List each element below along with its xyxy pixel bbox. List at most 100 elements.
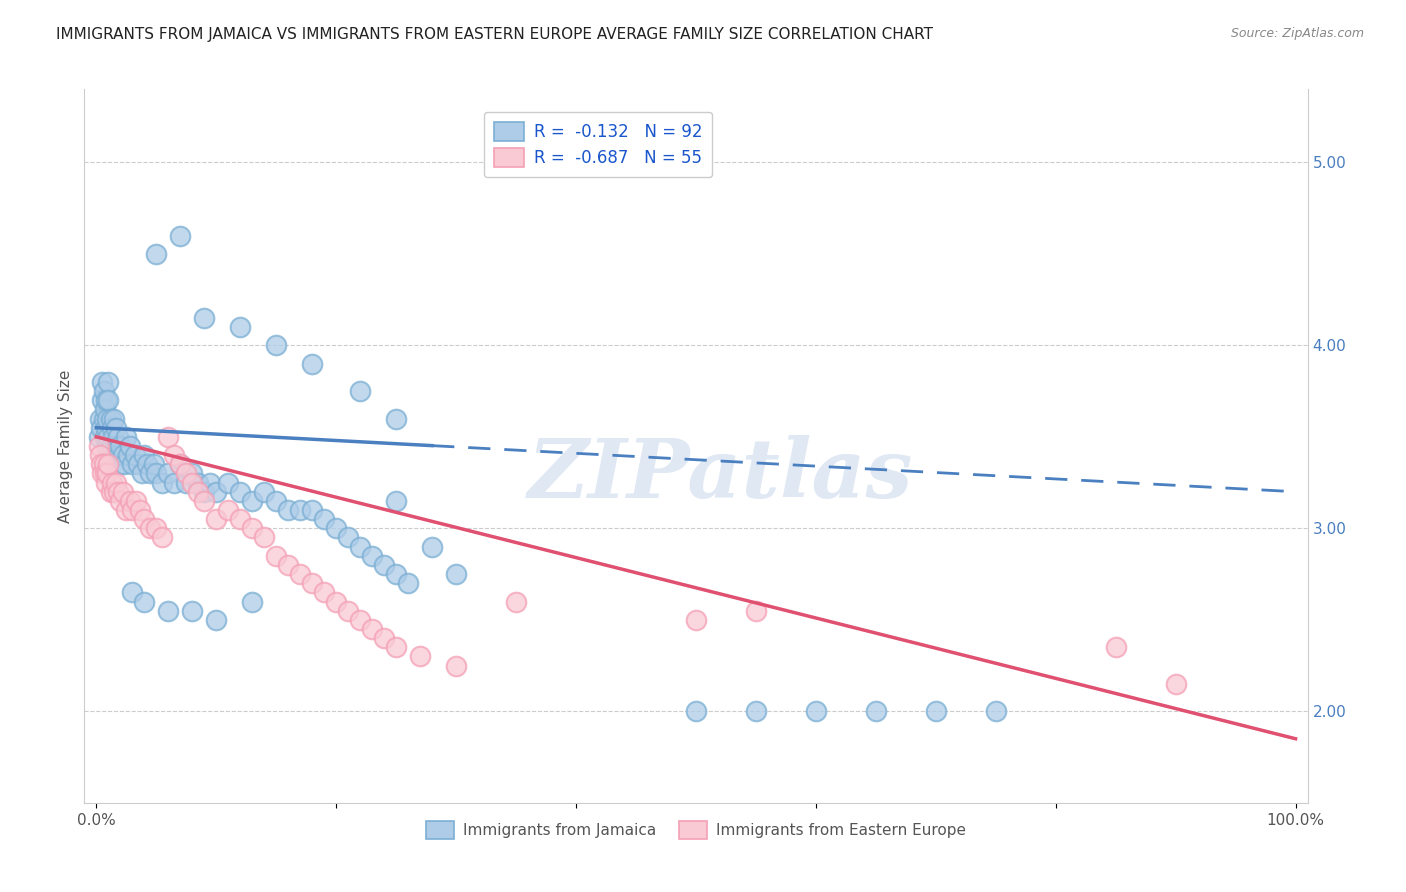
Point xyxy=(121,585,143,599)
Point xyxy=(110,494,132,508)
Point xyxy=(1105,640,1128,655)
Point xyxy=(865,704,887,718)
Point xyxy=(139,467,162,481)
Point xyxy=(264,494,287,508)
Point xyxy=(396,576,419,591)
Point xyxy=(157,467,180,481)
Point xyxy=(139,521,162,535)
Point xyxy=(131,467,153,481)
Point xyxy=(107,484,129,499)
Point xyxy=(169,228,191,243)
Point xyxy=(385,567,408,582)
Point xyxy=(174,475,197,490)
Point xyxy=(93,467,117,481)
Point xyxy=(193,484,215,499)
Point xyxy=(229,320,252,334)
Point xyxy=(804,704,827,718)
Point xyxy=(91,467,114,481)
Point xyxy=(100,484,122,499)
Point xyxy=(157,604,180,618)
Point xyxy=(87,439,110,453)
Text: Source: ZipAtlas.com: Source: ZipAtlas.com xyxy=(1230,27,1364,40)
Point xyxy=(385,640,408,655)
Point xyxy=(110,439,132,453)
Point xyxy=(94,475,117,490)
Point xyxy=(93,402,117,417)
Point xyxy=(444,658,467,673)
Point xyxy=(90,458,112,472)
Point xyxy=(314,512,336,526)
Point xyxy=(124,448,146,462)
Point xyxy=(97,393,120,408)
Point xyxy=(277,503,299,517)
Point xyxy=(96,411,118,425)
Point xyxy=(87,430,110,444)
Y-axis label: Average Family Size: Average Family Size xyxy=(58,369,73,523)
Point xyxy=(89,411,111,425)
Point xyxy=(93,411,115,425)
Point xyxy=(984,704,1007,718)
Point xyxy=(217,503,239,517)
Point xyxy=(373,631,395,645)
Point xyxy=(127,458,149,472)
Point xyxy=(240,521,263,535)
Point xyxy=(301,503,323,517)
Point xyxy=(150,475,173,490)
Point xyxy=(104,420,127,434)
Point xyxy=(685,613,707,627)
Point xyxy=(217,475,239,490)
Point xyxy=(314,585,336,599)
Point xyxy=(150,531,173,545)
Point xyxy=(103,448,125,462)
Point xyxy=(181,467,204,481)
Point xyxy=(385,411,408,425)
Point xyxy=(745,704,768,718)
Point xyxy=(925,704,948,718)
Point xyxy=(174,467,197,481)
Point xyxy=(361,622,384,636)
Point xyxy=(145,521,167,535)
Point xyxy=(110,458,132,472)
Point xyxy=(93,430,117,444)
Point xyxy=(94,420,117,434)
Point xyxy=(142,458,165,472)
Point xyxy=(290,567,312,582)
Point xyxy=(96,467,118,481)
Point xyxy=(134,594,156,608)
Point xyxy=(134,448,156,462)
Point xyxy=(1164,677,1187,691)
Point xyxy=(157,430,180,444)
Point xyxy=(111,448,134,462)
Point xyxy=(745,604,768,618)
Point xyxy=(101,439,124,453)
Point xyxy=(337,604,360,618)
Point xyxy=(91,375,114,389)
Point xyxy=(205,512,228,526)
Point xyxy=(97,430,120,444)
Point xyxy=(100,411,122,425)
Point xyxy=(90,420,112,434)
Point xyxy=(240,494,263,508)
Point xyxy=(101,430,124,444)
Point xyxy=(105,439,128,453)
Point xyxy=(115,503,138,517)
Point xyxy=(94,393,117,408)
Point xyxy=(420,540,443,554)
Point xyxy=(104,475,127,490)
Point xyxy=(163,475,186,490)
Point xyxy=(290,503,312,517)
Point xyxy=(89,448,111,462)
Point xyxy=(97,375,120,389)
Point xyxy=(205,484,228,499)
Point xyxy=(121,503,143,517)
Point xyxy=(277,558,299,572)
Point xyxy=(112,458,135,472)
Legend: Immigrants from Jamaica, Immigrants from Eastern Europe: Immigrants from Jamaica, Immigrants from… xyxy=(420,815,972,845)
Text: IMMIGRANTS FROM JAMAICA VS IMMIGRANTS FROM EASTERN EUROPE AVERAGE FAMILY SIZE CO: IMMIGRANTS FROM JAMAICA VS IMMIGRANTS FR… xyxy=(56,27,934,42)
Point xyxy=(103,484,125,499)
Point xyxy=(373,558,395,572)
Point xyxy=(187,484,209,499)
Point xyxy=(200,475,222,490)
Point xyxy=(169,458,191,472)
Point xyxy=(240,594,263,608)
